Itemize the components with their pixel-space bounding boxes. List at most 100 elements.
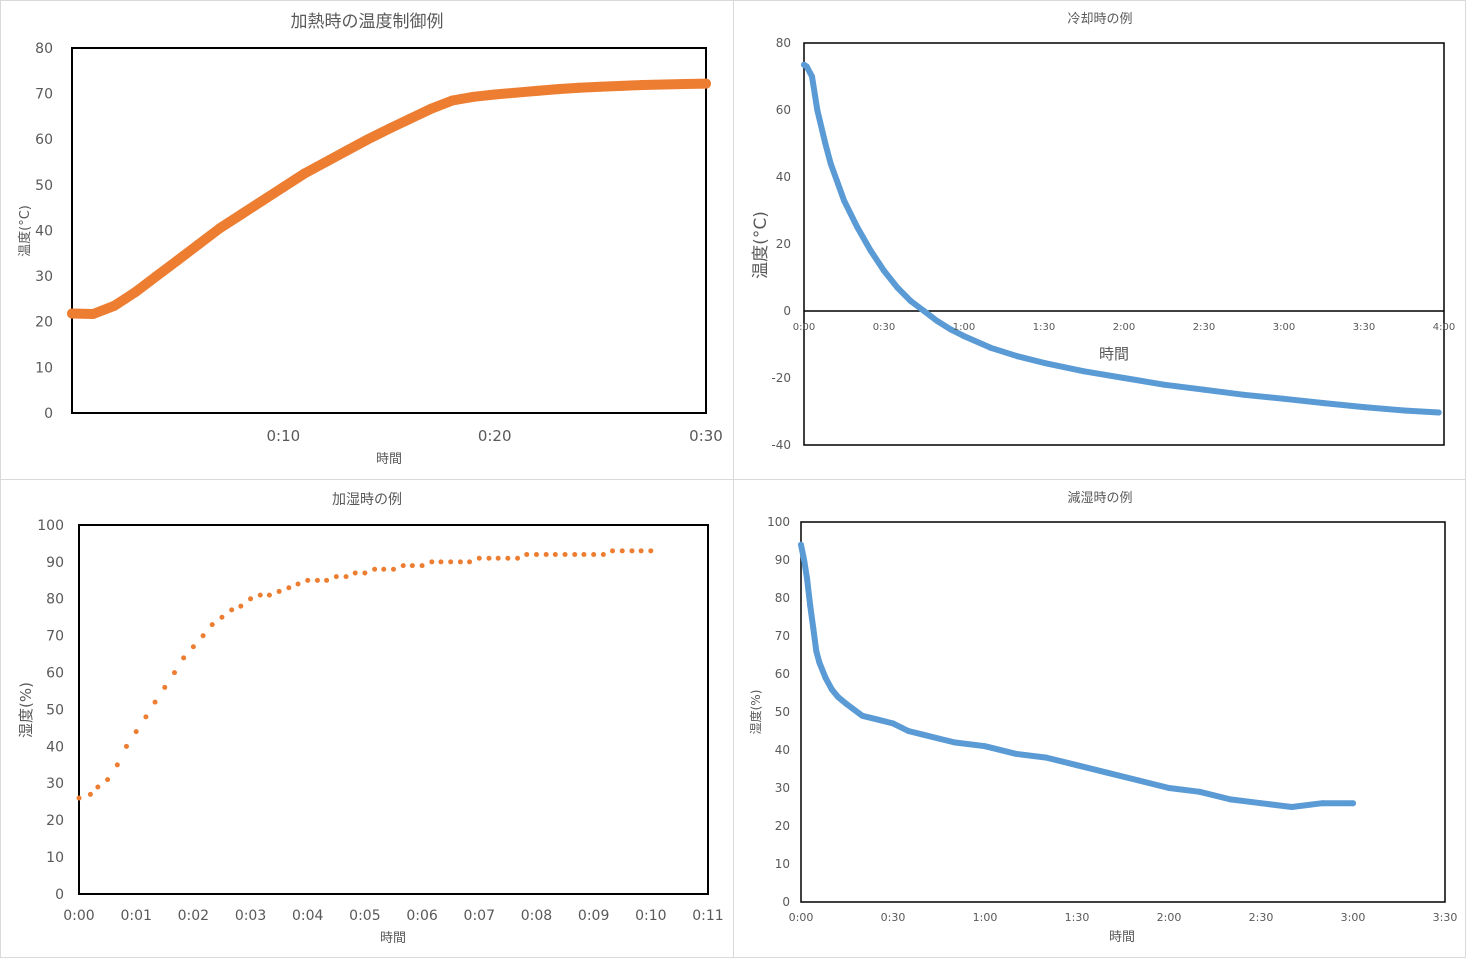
humidify-data-point: [95, 784, 101, 790]
dehumidify-x-tick-label: 1:30: [1065, 911, 1090, 924]
heating-x-tick-label: 0:30: [689, 427, 723, 445]
cooling-data-point: [814, 107, 821, 113]
humidify-y-tick-label: 100: [37, 518, 64, 534]
heating-data-point: [658, 79, 669, 90]
humidify-x-tick-label: 0:00: [63, 908, 94, 924]
dehumidify-data-point: [905, 728, 912, 734]
humidify-y-tick-label: 40: [46, 739, 64, 755]
cooling-y-tick-label: -20: [771, 371, 791, 385]
dehumidify-data-point: [1288, 804, 1295, 810]
heating-y-tick-label: 60: [35, 132, 53, 148]
humidify-y-tick-label: 50: [46, 702, 64, 718]
heating-data-point: [679, 79, 690, 90]
cooling-data-point: [1281, 395, 1287, 402]
humidify-data-point: [543, 552, 549, 558]
cooling-data-point: [867, 247, 874, 254]
humidify-data-point: [181, 655, 187, 661]
humidify-x-tick-label: 0:06: [406, 908, 438, 924]
humidify-data-point: [200, 633, 206, 639]
cooling-x-tick-label: 2:00: [1113, 322, 1135, 333]
cooling-y-tick-label: 20: [776, 237, 791, 251]
humidify-data-point: [105, 777, 111, 783]
cooling-x-tick-label: 3:30: [1353, 322, 1375, 333]
dehumidify-data-point: [1135, 777, 1142, 784]
humidify-y-ticks: 0 10 20 30 40 50 60 70 80 90 100: [37, 518, 64, 903]
dehumidify-data-point: [936, 735, 942, 742]
cooling-x-axis-label: 時間: [1099, 345, 1129, 363]
heating-data-point: [151, 271, 162, 282]
heating-data-point: [362, 134, 373, 145]
cooling-x-tick-label: 4:00: [1433, 322, 1455, 333]
dehumidify-data-point: [1227, 796, 1234, 803]
heating-data-point: [531, 85, 542, 96]
humidify-data-point: [162, 684, 168, 690]
cooling-data-point: [854, 224, 861, 231]
dehumidify-y-tick-label: 60: [775, 667, 790, 681]
humidify-data-point: [486, 555, 492, 561]
heating-data-point: [616, 80, 627, 91]
dehumidify-data-point: [859, 712, 866, 719]
humidify-data-point: [324, 577, 330, 583]
heating-data-point: [88, 308, 99, 319]
cooling-y-tick-label: 60: [776, 103, 791, 117]
dehumidify-data-point: [1196, 788, 1203, 795]
humidify-data-point: [419, 563, 425, 569]
heating-x-tick-label: 0:10: [266, 427, 300, 445]
cooling-data-point: [947, 326, 954, 333]
heating-data-point: [214, 223, 225, 234]
humidify-series: [76, 548, 654, 801]
heating-data-point: [193, 239, 204, 250]
heating-x-ticks: 0:10 0:20 0:30: [266, 427, 722, 445]
dehumidify-data-point: [834, 693, 841, 700]
humidify-data-point: [266, 592, 272, 598]
humidify-data-point: [648, 548, 654, 554]
humidify-data-point: [152, 699, 158, 705]
dehumidify-y-tick-label: 100: [767, 515, 790, 529]
heating-data-point: [236, 209, 247, 220]
cooling-data-point: [1201, 386, 1207, 393]
dehumidify-data-point: [982, 743, 988, 750]
cooling-x-tick-label: 2:30: [1193, 322, 1215, 333]
humidify-data-point: [524, 552, 530, 558]
humidify-y-tick-label: 0: [55, 887, 64, 903]
cooling-data-point: [1041, 359, 1047, 366]
humidify-data-point: [400, 563, 406, 569]
humidify-data-point: [171, 670, 177, 676]
humidify-y-tick-label: 60: [46, 666, 64, 682]
humidify-data-point: [629, 548, 635, 554]
heating-y-axis-label: 温度(°C): [17, 205, 33, 257]
heating-data-point: [341, 145, 352, 156]
cooling-data-point: [1121, 375, 1127, 381]
humidify-y-tick-label: 30: [46, 776, 64, 792]
heating-data-point: [468, 91, 479, 102]
dehumidify-y-tick-label: 80: [775, 591, 790, 605]
dehumidify-x-tick-label: 1:00: [973, 911, 998, 924]
heating-data-point: [701, 78, 711, 89]
heating-data-point: [426, 103, 437, 114]
humidify-data-point: [257, 592, 263, 598]
humidify-y-tick-label: 20: [46, 813, 64, 829]
humidify-y-axis-label: 湿度(%): [17, 682, 35, 738]
dehumidify-data-point: [810, 625, 817, 632]
cooling-data-point: [841, 197, 847, 204]
humidify-data-point: [552, 552, 558, 558]
cooling-data-point: [1241, 391, 1247, 398]
cooling-data-point: [803, 63, 810, 70]
cooling-chart-panel: 冷却時の例 -40 -20 0 20 40 60 80 0:00 0:30 1:00 1:30 2:…: [733, 0, 1466, 480]
dehumidify-data-point: [822, 674, 829, 681]
dehumidify-y-tick-label: 10: [775, 857, 790, 871]
humidify-data-point: [143, 714, 149, 720]
cooling-data-point: [809, 73, 815, 80]
dehumidify-x-tick-label: 3:30: [1433, 911, 1458, 924]
humidify-data-point: [448, 559, 454, 565]
cooling-chart: 冷却時の例 -40 -20 0 20 40 60 80 0:00 0:30 1:00 1:30 2:…: [751, 12, 1455, 452]
humidify-data-point: [114, 762, 120, 768]
cooling-x-tick-label: 0:00: [793, 322, 815, 333]
humidify-data-point: [133, 729, 139, 735]
heating-data-point: [489, 89, 500, 100]
heating-data-point: [637, 79, 648, 90]
humidify-y-tick-label: 90: [46, 555, 64, 571]
heating-y-tick-label: 10: [35, 360, 53, 376]
humidify-data-point: [572, 552, 578, 558]
